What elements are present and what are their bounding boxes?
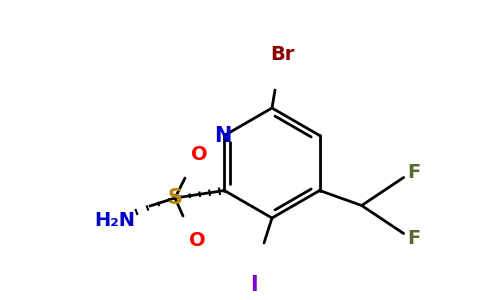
Text: O: O xyxy=(191,146,207,164)
Text: F: F xyxy=(407,163,420,182)
Text: O: O xyxy=(189,232,205,250)
Text: H₂N: H₂N xyxy=(94,211,136,230)
Text: S: S xyxy=(167,188,182,208)
Text: F: F xyxy=(407,229,420,248)
Text: I: I xyxy=(250,275,258,295)
Text: Br: Br xyxy=(270,46,294,64)
Text: N: N xyxy=(213,125,231,146)
